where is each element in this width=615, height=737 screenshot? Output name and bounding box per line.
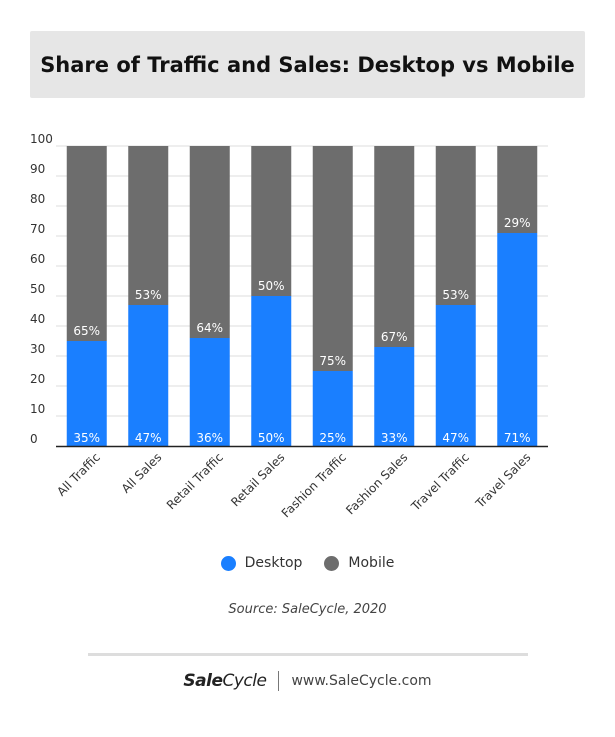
bar-mobile <box>251 146 292 296</box>
x-tick-label: Retail Traffic <box>164 450 226 512</box>
y-tick-label: 40 <box>30 312 45 326</box>
x-tick-label: All Traffic <box>54 450 103 499</box>
y-tick-label: 90 <box>30 162 45 176</box>
bar-mobile <box>374 146 415 347</box>
bar-desktop <box>497 233 538 446</box>
x-tick-label: Fashion Sales <box>343 450 410 517</box>
brand-logo[interactable]: SaleCycle <box>183 671 267 691</box>
legend-label-mobile: Mobile <box>348 555 395 571</box>
data-label-desktop: 35% <box>73 431 100 445</box>
x-tick-label: Retail Sales <box>228 450 287 509</box>
data-label-mobile: 64% <box>196 321 223 335</box>
bar-mobile <box>66 146 107 341</box>
bar-mobile <box>312 146 353 371</box>
bar-desktop <box>312 371 353 446</box>
bar-desktop <box>374 347 415 446</box>
x-tick-label: All Sales <box>119 450 165 496</box>
footer-separator <box>278 671 280 691</box>
data-label-mobile: 53% <box>135 288 162 302</box>
legend-item-mobile[interactable]: Mobile <box>324 555 394 571</box>
legend-label-desktop: Desktop <box>244 555 303 571</box>
legend-swatch-desktop <box>220 555 236 571</box>
data-label-mobile: 50% <box>258 279 285 293</box>
data-label-desktop: 71% <box>504 431 531 445</box>
y-tick-label: 30 <box>30 342 45 356</box>
y-tick-label: 80 <box>30 192 45 206</box>
y-tick-label: 10 <box>30 402 45 416</box>
data-label-mobile: 65% <box>73 324 100 338</box>
legend-item-desktop[interactable]: Desktop <box>220 555 303 571</box>
stacked-bar-chart: 0 10 20 30 40 50 60 70 80 90 100 65% 35% All Traffic 5… <box>30 132 548 520</box>
footer-divider <box>88 653 528 656</box>
bar-mobile <box>435 146 476 305</box>
footer: SaleCycle www.SaleCycle.com <box>0 668 615 694</box>
footer-url[interactable]: www.SaleCycle.com <box>291 673 432 689</box>
bar-desktop <box>189 338 230 446</box>
bar-mobile <box>497 146 538 233</box>
x-tick-label: Fashion Traffic <box>279 450 349 520</box>
data-label-mobile: 29% <box>504 216 531 230</box>
data-label-mobile: 53% <box>442 288 469 302</box>
y-tick-label: 20 <box>30 372 45 386</box>
bar-mobile <box>189 146 230 338</box>
source-note: Source: SaleCycle, 2020 <box>228 602 387 617</box>
data-label-desktop: 25% <box>319 431 346 445</box>
x-tick-label: Travel Traffic <box>408 450 472 514</box>
y-tick-label: 100 <box>30 132 53 146</box>
data-label-desktop: 47% <box>135 431 162 445</box>
x-tick-label: Travel Sales <box>472 450 533 511</box>
data-label-mobile: 75% <box>319 354 346 368</box>
data-label-desktop: 47% <box>442 431 469 445</box>
data-label-mobile: 67% <box>381 330 408 344</box>
brand-logo-bold: Sale <box>183 671 223 691</box>
data-label-desktop: 50% <box>258 431 285 445</box>
y-tick-label: 60 <box>30 252 45 266</box>
bar-desktop <box>435 305 476 446</box>
legend: Desktop Mobile <box>0 551 615 575</box>
title-banner: Share of Traffic and Sales: Desktop vs M… <box>30 31 585 98</box>
bar-desktop <box>66 341 107 446</box>
legend-swatch-mobile <box>324 555 340 571</box>
brand-logo-light: Cycle <box>222 671 267 691</box>
y-tick-label: 50 <box>30 282 45 296</box>
bar-desktop <box>251 296 292 446</box>
y-tick-label: 0 <box>30 432 38 446</box>
y-tick-label: 70 <box>30 222 45 236</box>
data-label-desktop: 36% <box>196 431 223 445</box>
chart-title: Share of Traffic and Sales: Desktop vs M… <box>40 52 575 77</box>
data-label-desktop: 33% <box>381 431 408 445</box>
bar-desktop <box>128 305 169 446</box>
bar-mobile <box>128 146 169 305</box>
